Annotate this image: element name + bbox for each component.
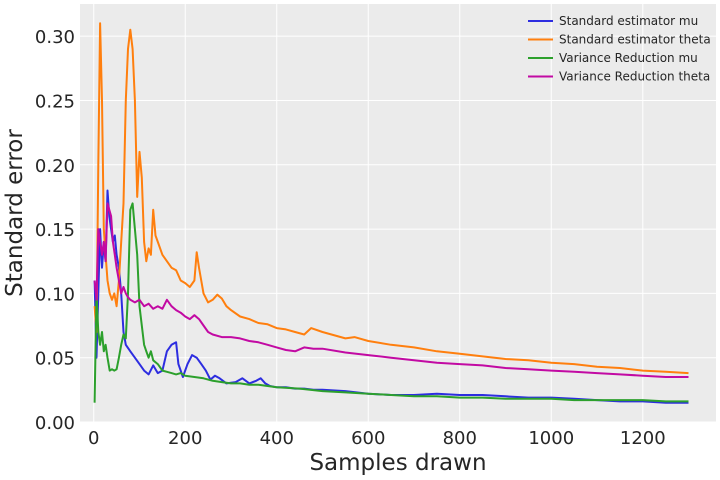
legend: Standard estimator mu Standard estimator … xyxy=(528,14,711,84)
x-tick-label: 600 xyxy=(351,428,385,449)
x-axis-ticks: 0 200 400 600 800 1000 1200 xyxy=(88,428,666,449)
y-axis-label: Standard error xyxy=(2,129,28,297)
x-tick-label: 1000 xyxy=(528,428,574,449)
y-tick-label: 0.20 xyxy=(35,156,75,177)
series-line-1 xyxy=(93,22,689,375)
series-line-3 xyxy=(93,202,689,378)
series-line-2 xyxy=(93,202,689,403)
x-tick-label: 0 xyxy=(88,428,99,449)
y-tick-label: 0.25 xyxy=(35,91,75,112)
y-tick-label: 0.05 xyxy=(35,349,75,370)
x-axis-label: Samples drawn xyxy=(309,450,486,476)
legend-label: Variance Reduction theta xyxy=(559,70,710,84)
y-tick-label: 0.10 xyxy=(35,284,75,305)
x-tick-label: 400 xyxy=(260,428,294,449)
legend-label: Standard estimator mu xyxy=(559,14,698,28)
legend-label: Standard estimator theta xyxy=(559,33,711,47)
x-tick-label: 800 xyxy=(443,428,477,449)
y-tick-label: 0.00 xyxy=(35,413,75,434)
series-line-0 xyxy=(93,189,689,404)
y-tick-label: 0.30 xyxy=(35,27,75,48)
x-tick-label: 1200 xyxy=(620,428,666,449)
x-tick-label: 200 xyxy=(168,428,202,449)
series-lines xyxy=(93,22,689,404)
legend-label: Variance Reduction mu xyxy=(559,51,698,65)
grid xyxy=(80,4,716,423)
y-axis-ticks: 0.00 0.05 0.10 0.15 0.20 0.25 0.30 xyxy=(35,27,75,434)
y-tick-label: 0.15 xyxy=(35,220,75,241)
plot-background xyxy=(80,4,716,422)
